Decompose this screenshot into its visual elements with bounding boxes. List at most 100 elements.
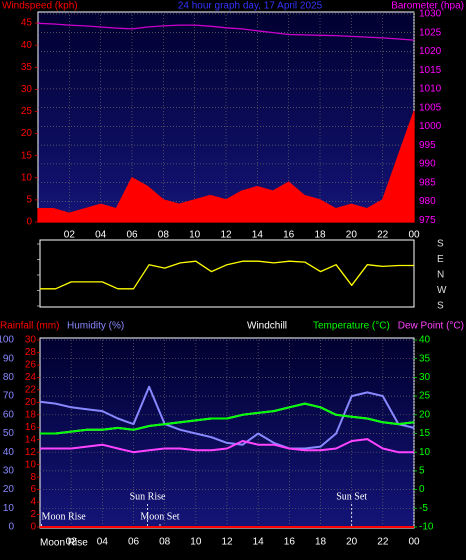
series-line bbox=[39, 385, 415, 450]
legend-dew-point: Dew Point (°C) bbox=[398, 321, 464, 332]
x-tick-label: 20 bbox=[346, 230, 358, 241]
y-tick-label: S bbox=[437, 301, 444, 312]
y2-tick-label: 1015 bbox=[419, 65, 442, 76]
y3-tick-label: 16 bbox=[25, 422, 37, 433]
x-tick-label: 14 bbox=[253, 537, 265, 548]
y3-tick-label: 28 bbox=[25, 347, 37, 358]
y-tick-label: 30 bbox=[21, 84, 33, 95]
y3-tick-label: 24 bbox=[25, 372, 37, 383]
y3-tick-label: 2 bbox=[30, 509, 36, 520]
y-tick-label: 0 bbox=[8, 522, 14, 533]
x-tick-label: 10 bbox=[189, 230, 201, 241]
y2-tick-label: 1030 bbox=[419, 9, 442, 20]
y3-tick-label: 12 bbox=[25, 447, 37, 458]
legend-temperature: Temperature (°C) bbox=[313, 321, 390, 332]
series-line bbox=[40, 260, 414, 290]
y-tick-label: W bbox=[437, 285, 447, 296]
y3-tick-label: 26 bbox=[25, 360, 37, 371]
y2-tick-label: 30 bbox=[419, 372, 431, 383]
y2-tick-label: 0 bbox=[419, 484, 425, 495]
y-tick-label: 15 bbox=[21, 150, 33, 161]
y-tick-label: 80 bbox=[3, 372, 15, 383]
y3-tick-label: 8 bbox=[30, 472, 36, 483]
y-tick-label: 20 bbox=[3, 484, 15, 495]
chart-title: 24 hour graph day, 17 April 2025 bbox=[178, 1, 323, 12]
y-tick-label: E bbox=[437, 254, 444, 265]
y2-tick-label: 25 bbox=[419, 391, 431, 402]
y3-tick-label: 4 bbox=[30, 497, 36, 508]
y2-tick-label: 1025 bbox=[419, 27, 442, 38]
y2-tick-label: -10 bbox=[419, 522, 434, 533]
annotation: Moon Rise bbox=[42, 511, 87, 522]
x-tick-label: 00 bbox=[408, 537, 420, 548]
y2-tick-label: 995 bbox=[419, 140, 436, 151]
x-tick-label: 06 bbox=[128, 537, 140, 548]
y-tick-label: 90 bbox=[3, 353, 15, 364]
y2-tick-label: 985 bbox=[419, 177, 436, 188]
y2-tick-label: 1010 bbox=[419, 84, 442, 95]
y2-tick-label: 1000 bbox=[419, 121, 442, 132]
y2-tick-label: 990 bbox=[419, 159, 436, 170]
y-tick-label: 10 bbox=[21, 172, 33, 183]
y3-tick-label: 6 bbox=[30, 484, 36, 495]
y-tick-label: 20 bbox=[21, 128, 33, 139]
x-tick-label: 18 bbox=[314, 230, 326, 241]
y-tick-label: 35 bbox=[21, 62, 33, 73]
x-tick-label: 08 bbox=[159, 537, 171, 548]
x-tick-label: 04 bbox=[95, 230, 107, 241]
y-tick-label: 25 bbox=[21, 106, 33, 117]
y2-tick-label: 975 bbox=[419, 215, 436, 226]
x-tick-label: 20 bbox=[346, 537, 358, 548]
y-axis-title: Windspeed (kph) bbox=[2, 1, 78, 12]
y2-tick-label: 15 bbox=[419, 428, 431, 439]
y2-tick-label: 5 bbox=[419, 466, 425, 477]
y2-tick-label: 1005 bbox=[419, 102, 442, 113]
y2-tick-label: -5 bbox=[419, 503, 428, 514]
y-tick-label: 10 bbox=[3, 503, 15, 514]
annotation: Sun Set bbox=[336, 491, 367, 502]
x-tick-label: 00 bbox=[408, 230, 420, 241]
y2-tick-label: 1020 bbox=[419, 46, 442, 57]
y-tick-label: 60 bbox=[3, 409, 15, 420]
y-tick-label: N bbox=[437, 270, 444, 281]
y2-tick-label: 40 bbox=[419, 335, 431, 346]
y3-tick-label: 10 bbox=[25, 459, 37, 470]
y-tick-label: 50 bbox=[3, 428, 15, 439]
y3-tick-label: 18 bbox=[25, 409, 37, 420]
y-tick-label: 70 bbox=[3, 391, 15, 402]
x-tick-label: 08 bbox=[158, 230, 170, 241]
footer-label: Moon Rise bbox=[40, 538, 88, 549]
y-tick-label: 100 bbox=[0, 335, 14, 346]
x-tick-label: 16 bbox=[284, 537, 296, 548]
series-line bbox=[40, 402, 415, 435]
series-area bbox=[37, 110, 415, 223]
x-tick-label: 22 bbox=[377, 537, 389, 548]
y-tick-label: 40 bbox=[21, 40, 33, 51]
y2-tick-label: 20 bbox=[419, 409, 431, 420]
y-tick-label: 30 bbox=[3, 466, 15, 477]
legend-humidity: Humidity (%) bbox=[67, 321, 124, 332]
x-tick-label: 04 bbox=[97, 537, 109, 548]
y-tick-label: 45 bbox=[21, 18, 33, 29]
annotation: Sun Rise bbox=[130, 491, 166, 502]
x-tick-label: 14 bbox=[252, 230, 264, 241]
y2-tick-label: 35 bbox=[419, 353, 431, 364]
y3-tick-label: 20 bbox=[25, 397, 37, 408]
y-tick-label: 40 bbox=[3, 447, 15, 458]
x-tick-label: 02 bbox=[64, 230, 76, 241]
x-tick-label: 06 bbox=[126, 230, 138, 241]
legend-rainfall: Rainfall (mm) bbox=[0, 321, 59, 332]
y3-tick-label: 22 bbox=[25, 385, 37, 396]
y2-tick-label: 980 bbox=[419, 196, 436, 207]
y-tick-label: 0 bbox=[26, 217, 32, 228]
x-tick-label: 16 bbox=[283, 230, 295, 241]
y-tick-label: S bbox=[437, 239, 444, 250]
y2-axis-title: Barometer (hpa) bbox=[391, 1, 464, 12]
y3-tick-label: 14 bbox=[25, 434, 37, 445]
series-line bbox=[40, 438, 414, 454]
annotation: Moon Set bbox=[140, 511, 179, 522]
legend-windchill: Windchill bbox=[247, 321, 287, 332]
x-tick-label: 12 bbox=[220, 230, 232, 241]
y3-tick-label: 30 bbox=[25, 335, 37, 346]
x-tick-label: 18 bbox=[315, 537, 327, 548]
